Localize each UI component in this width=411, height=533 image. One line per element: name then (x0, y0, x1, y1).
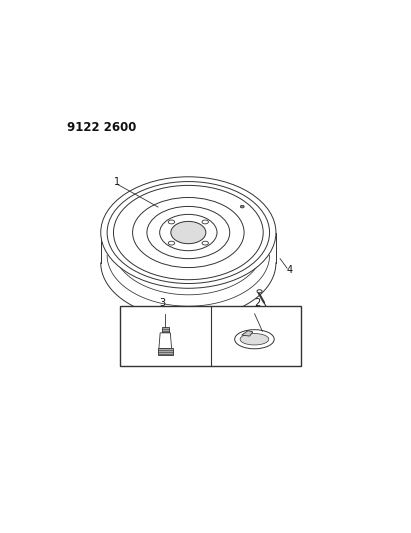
Text: 4: 4 (286, 265, 293, 275)
Ellipse shape (240, 334, 269, 345)
Ellipse shape (202, 220, 208, 224)
Bar (158, 348, 173, 354)
Ellipse shape (113, 185, 263, 280)
Ellipse shape (107, 182, 270, 284)
Text: 3: 3 (160, 298, 166, 308)
Text: 2: 2 (255, 298, 261, 308)
Ellipse shape (159, 214, 217, 251)
Ellipse shape (235, 330, 274, 349)
Bar (162, 327, 169, 333)
Ellipse shape (147, 206, 230, 259)
Ellipse shape (168, 241, 175, 245)
Ellipse shape (171, 221, 206, 244)
Ellipse shape (133, 198, 244, 268)
Ellipse shape (101, 177, 276, 288)
Bar (120, 306, 301, 366)
Polygon shape (242, 330, 253, 336)
Ellipse shape (257, 290, 262, 293)
Ellipse shape (168, 220, 175, 224)
Text: 1: 1 (113, 176, 120, 187)
Ellipse shape (202, 241, 208, 245)
Text: 9122 2600: 9122 2600 (67, 121, 137, 134)
Ellipse shape (240, 205, 244, 208)
Polygon shape (159, 333, 172, 349)
